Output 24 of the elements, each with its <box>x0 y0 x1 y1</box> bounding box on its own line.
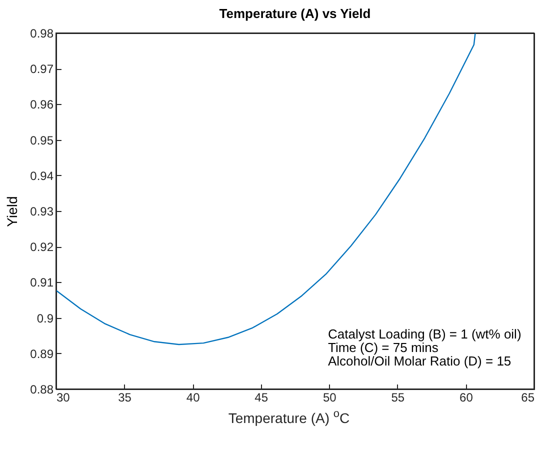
y-tick-label: 0.96 <box>30 98 54 112</box>
x-tick-label: 55 <box>391 390 405 404</box>
x-tick-label: 40 <box>186 390 200 404</box>
annotation: Catalyst Loading (B) = 1 (wt% oil) <box>328 326 522 342</box>
x-tick-label: 45 <box>254 390 268 404</box>
x-tick-label: 65 <box>521 390 535 404</box>
y-tick-label: 0.89 <box>30 346 54 361</box>
y-tick-label: 0.88 <box>30 382 54 396</box>
y-tick-label: 0.95 <box>30 133 54 148</box>
y-tick-label: 0.91 <box>30 276 54 290</box>
y-tick-label: 0.93 <box>30 204 54 218</box>
y-tick-label: 0.9 <box>36 311 54 326</box>
x-axis-title: Temperature (A) $^{o}$C <box>228 408 350 426</box>
x-tick-label: 60 <box>460 390 474 404</box>
y-tick-label: 0.94 <box>30 168 54 183</box>
annotation: Time (C) = 75 mins <box>328 340 439 355</box>
x-tick-label: 50 <box>322 390 337 404</box>
chart-title: Temperature (A) vs Yield <box>219 6 371 21</box>
y-tick-label: 0.97 <box>30 62 54 76</box>
x-tick-label: 35 <box>118 390 132 404</box>
y-tick-label: 0.92 <box>30 240 54 254</box>
y-tick-label: 0.98 <box>30 26 54 40</box>
y-axis-title: Yield <box>4 196 20 227</box>
x-tick-label: 30 <box>56 390 70 404</box>
